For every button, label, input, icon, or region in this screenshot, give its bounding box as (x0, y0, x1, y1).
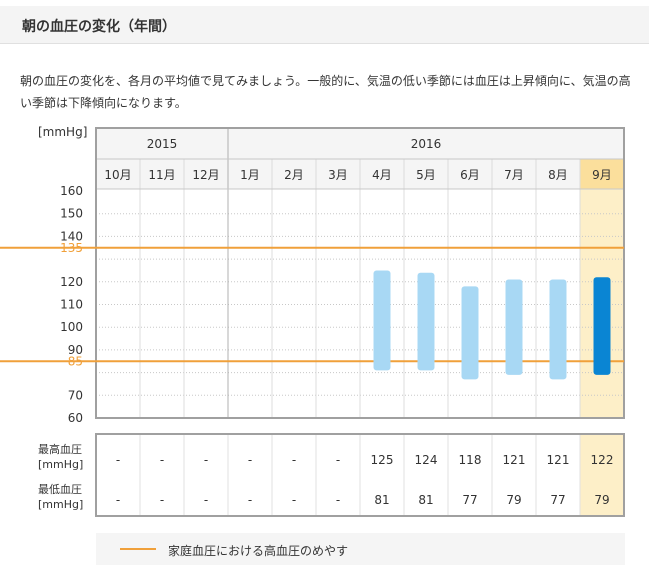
systolic-value: 122 (591, 453, 614, 467)
systolic-value: - (336, 453, 340, 467)
chart-frame (95, 127, 625, 419)
month-label: 11月 (148, 168, 175, 182)
y-tick-label: 100 (60, 320, 83, 334)
page-title: 朝の血圧の変化（年間） (22, 19, 176, 35)
y-tick-label: 150 (60, 207, 83, 221)
systolic-value: - (160, 453, 164, 467)
highlight-month-header-bg (580, 159, 624, 189)
page-header: 朝の血圧の変化（年間） (0, 6, 649, 44)
y-tick-label: 90 (68, 343, 83, 357)
month-label: 10月 (104, 168, 131, 182)
diastolic-value: - (248, 493, 252, 507)
y-axis-unit-label: [mmHg] (38, 125, 88, 139)
month-label: 8月 (548, 168, 568, 182)
bp-range-bar (505, 279, 523, 375)
systolic-value: 121 (503, 453, 526, 467)
month-label: 7月 (504, 168, 524, 182)
diastolic-value: - (160, 493, 164, 507)
diastolic-value: - (204, 493, 208, 507)
year-header-band (96, 128, 624, 159)
month-header-band (96, 159, 580, 189)
systolic-value: 124 (415, 453, 438, 467)
y-tick-label: 60 (68, 411, 83, 425)
month-label: 5月 (416, 168, 436, 182)
systolic-value: 121 (547, 453, 570, 467)
y-tick-label: 140 (60, 229, 83, 243)
diastolic-value: - (116, 493, 120, 507)
month-label: 3月 (328, 168, 348, 182)
y-tick-label: 110 (60, 298, 83, 312)
year-label: 2015 (147, 137, 178, 151)
diastolic-value: - (336, 493, 340, 507)
bp-range-bar (461, 286, 479, 380)
table-frame (95, 433, 625, 517)
diastolic-value: 81 (374, 493, 389, 507)
systolic-value: - (116, 453, 120, 467)
y-tick-label: 160 (60, 184, 83, 198)
systolic-value: - (292, 453, 296, 467)
systolic-value: - (204, 453, 208, 467)
y-tick-label: 120 (60, 275, 83, 289)
bp-range-bar (549, 279, 567, 380)
month-label: 4月 (372, 168, 392, 182)
diastolic-value: 79 (594, 493, 609, 507)
diastolic-value: 77 (462, 493, 477, 507)
row-label-unit: [mmHg] (38, 498, 83, 511)
month-label: 6月 (460, 168, 480, 182)
diastolic-value: 77 (550, 493, 565, 507)
month-label: 2月 (284, 168, 304, 182)
y-tick-label: 70 (68, 388, 83, 402)
legend: 家庭血圧における高血圧のめやす (96, 533, 625, 565)
description-text: 朝の血圧の変化を、各月の平均値で見てみましょう。一般的に、気温の低い季節には血圧… (20, 74, 631, 110)
diastolic-value: 81 (418, 493, 433, 507)
row-label: 最高血圧 (38, 442, 82, 456)
bp-range-bar (593, 277, 611, 375)
month-label: 12月 (192, 168, 219, 182)
systolic-value: - (248, 453, 252, 467)
row-label: 最低血圧 (38, 482, 82, 496)
legend-threshold-line (120, 548, 156, 550)
systolic-value: 118 (459, 453, 482, 467)
diastolic-value: 79 (506, 493, 521, 507)
diastolic-value: - (292, 493, 296, 507)
year-label: 2016 (411, 137, 442, 151)
bp-range-bar (373, 270, 391, 371)
legend-label: 家庭血圧における高血圧のめやす (168, 544, 349, 558)
bp-range-bar (417, 272, 435, 371)
month-label: 1月 (240, 168, 260, 182)
systolic-value: 125 (371, 453, 394, 467)
month-label: 9月 (592, 168, 612, 182)
row-label-unit: [mmHg] (38, 458, 83, 471)
highlight-table-bg (580, 434, 624, 516)
